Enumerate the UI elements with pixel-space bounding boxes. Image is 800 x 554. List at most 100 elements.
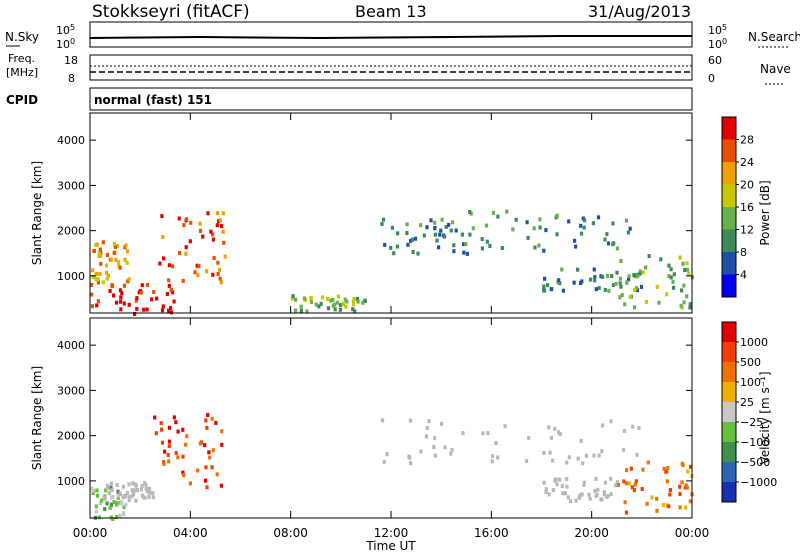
velocity-cell — [92, 488, 96, 493]
velocity-cell — [146, 489, 150, 494]
velocity-cell — [211, 448, 215, 453]
power-cell — [614, 281, 618, 286]
power-cell — [619, 259, 623, 263]
power-cell — [579, 231, 584, 236]
power-cell — [500, 246, 504, 250]
power-cell — [104, 263, 109, 268]
velocity-ytick-label: 1000 — [57, 475, 85, 488]
velocity-cell — [622, 479, 626, 484]
power-cell — [687, 271, 691, 276]
freq-panel: Freq. [MHz] 18 8 60 0 Nave — [6, 52, 791, 85]
velocity-cell — [427, 419, 431, 424]
velocity-cell — [490, 459, 494, 464]
velocity-cell — [496, 455, 500, 460]
velocity-cell — [678, 505, 682, 510]
velocity-colorbar-swatch — [722, 342, 736, 363]
power-cell — [665, 292, 669, 297]
velocity-colorbar-swatch — [722, 462, 736, 483]
velocity-cell — [130, 494, 134, 499]
power-ytick-label: 3000 — [57, 179, 85, 192]
velocity-cell — [182, 473, 186, 478]
velocity-cell — [605, 495, 609, 499]
velocity-cell — [439, 421, 444, 426]
velocity-cell — [176, 429, 180, 434]
velocity-cell — [646, 460, 650, 465]
velocity-cell — [563, 491, 567, 496]
velocity-cell — [683, 485, 687, 490]
velocity-cell — [181, 454, 185, 459]
power-cell — [447, 222, 451, 227]
beam-title: Beam 13 — [355, 2, 427, 21]
power-colorbar-label: 8 — [740, 246, 747, 259]
velocity-cell — [172, 415, 176, 420]
velocity-cell — [617, 482, 621, 487]
velocity-cell — [219, 483, 224, 488]
velocity-cell — [645, 501, 649, 506]
velocity-cell — [133, 488, 137, 493]
power-cell — [221, 229, 225, 234]
power-cell — [680, 288, 684, 293]
velocity-cell — [382, 459, 386, 464]
velocity-cell — [600, 449, 604, 454]
power-cell — [380, 222, 384, 226]
velocity-cell — [665, 469, 669, 474]
power-cell — [114, 257, 118, 262]
power-colorbar-label: 24 — [740, 156, 754, 169]
power-cell — [90, 292, 94, 297]
time-tick-label: 08:00 — [273, 526, 308, 540]
velocity-cell — [112, 500, 116, 505]
freq-label-1: Freq. — [8, 52, 35, 65]
power-cell — [122, 301, 126, 306]
velocity-cell — [433, 453, 437, 458]
nsky-label: N.Sky — [5, 30, 39, 44]
power-cell — [198, 221, 202, 226]
power-cell — [440, 217, 444, 222]
velocity-cell — [115, 483, 119, 487]
power-cell — [576, 267, 580, 272]
velocity-cell — [630, 485, 634, 490]
power-cell — [583, 218, 587, 223]
velocity-cell — [215, 472, 219, 477]
velocity-cell — [548, 450, 552, 455]
power-cell — [574, 244, 578, 249]
velocity-cell — [565, 484, 569, 489]
power-cell — [169, 288, 173, 292]
velocity-cell — [544, 487, 548, 492]
velocity-cell — [131, 489, 135, 494]
power-cell — [184, 245, 188, 250]
velocity-cell — [111, 517, 115, 521]
power-cell — [603, 287, 607, 292]
time-tick-label: 00:00 — [675, 526, 710, 540]
power-cell — [634, 286, 639, 291]
velocity-cell — [579, 438, 583, 443]
velocity-colorbar-swatch — [722, 482, 736, 503]
power-cell — [314, 302, 318, 307]
power-cell — [205, 269, 209, 274]
time-tick-label: 20:00 — [574, 526, 609, 540]
velocity-cell — [105, 501, 109, 506]
velocity-cell — [154, 431, 158, 436]
power-cell — [594, 287, 598, 292]
power-cell — [155, 296, 159, 301]
velocity-cell — [409, 461, 413, 466]
power-cell — [546, 283, 550, 288]
power-cell — [573, 238, 577, 243]
power-cell — [116, 260, 121, 265]
power-cell — [150, 297, 154, 302]
power-cell — [381, 217, 386, 222]
power-cell — [123, 257, 127, 262]
date-title: 31/Aug/2013 — [588, 2, 691, 21]
power-cell — [158, 261, 162, 266]
power-cell — [333, 302, 337, 307]
velocity-cell — [609, 492, 613, 497]
power-y-axis: 1000 2000 3000 4000 — [57, 134, 692, 283]
velocity-cell — [685, 485, 689, 490]
power-cell — [184, 251, 188, 256]
velocity-cell — [103, 496, 107, 501]
velocity-cell — [111, 494, 115, 499]
power-cell — [169, 310, 173, 315]
power-cell — [429, 218, 433, 223]
power-cell — [542, 248, 546, 253]
velocity-cell — [91, 491, 95, 496]
velocity-cell — [668, 492, 672, 497]
